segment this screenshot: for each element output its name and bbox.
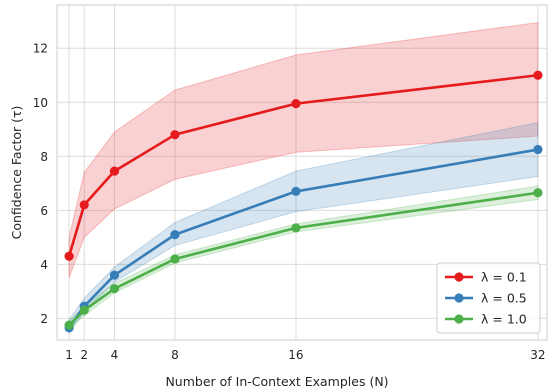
y-axis-label: Confidence Factor (τ): [9, 106, 24, 240]
data-point: [291, 223, 301, 233]
data-point: [79, 305, 89, 315]
data-point: [533, 144, 543, 155]
data-point: [291, 99, 301, 109]
series: [64, 70, 543, 333]
legend-label: λ = 1.0: [481, 312, 527, 327]
legend-label: λ = 0.1: [481, 270, 527, 285]
data-point: [64, 251, 74, 261]
x-axis-label: Number of In-Context Examples (N): [165, 374, 388, 389]
y-tick-label: 12: [33, 42, 48, 56]
legend-marker: [454, 314, 464, 324]
legend: λ = 0.1 λ = 0.5 λ = 1.0: [436, 262, 541, 334]
legend-box: [436, 262, 541, 334]
series-line-0: [67, 73, 539, 257]
x-tick-label: 16: [288, 348, 303, 362]
data-point: [533, 70, 543, 80]
y-tick-label: 2: [40, 312, 48, 326]
x-tick-label: 8: [171, 348, 179, 362]
data-point: [291, 186, 301, 197]
data-point: [533, 188, 543, 198]
data-point: [170, 230, 180, 240]
data-point: [170, 130, 180, 140]
data-point: [109, 166, 120, 176]
y-tick-label: 8: [40, 150, 48, 164]
y-tick-label: 6: [40, 204, 48, 218]
x-tick-label: 32: [530, 348, 545, 362]
y-tick-label: 10: [33, 96, 48, 110]
x-tick-label: 2: [80, 348, 88, 362]
y-tick-label: 4: [40, 258, 48, 272]
legend-marker: [454, 272, 464, 282]
data-point: [109, 270, 120, 280]
legend-label: λ = 0.5: [481, 291, 527, 306]
series-band-0: [68, 21, 539, 279]
legend-marker: [454, 293, 464, 303]
data-point: [79, 200, 89, 210]
data-point: [109, 284, 120, 294]
x-tick-label: 1: [65, 348, 73, 362]
x-tick-label: 4: [111, 348, 119, 362]
data-point: [64, 320, 74, 330]
data-point: [170, 254, 180, 264]
